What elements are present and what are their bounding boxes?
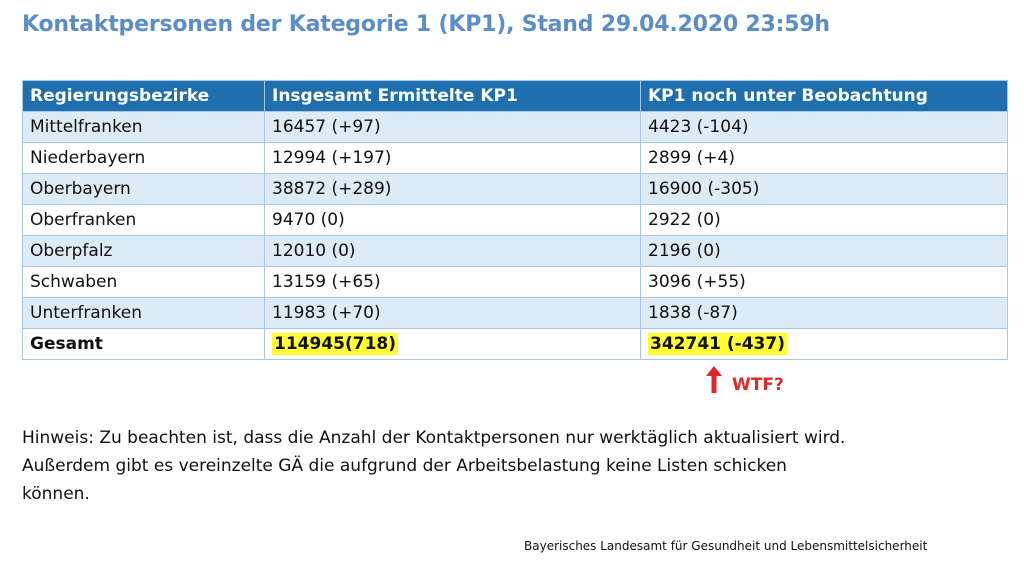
table-row: Mittelfranken 16457 (+97) 4423 (-104)	[22, 111, 1008, 143]
cell-observation: 3096 (+55)	[640, 266, 1008, 298]
table-row: Oberbayern 38872 (+289) 16900 (-305)	[22, 173, 1008, 205]
cell-district: Oberpfalz	[22, 235, 265, 267]
total-cell-total: 114945(718)	[264, 328, 641, 360]
note-paragraph: Hinweis: Zu beachten ist, dass die Anzah…	[22, 424, 982, 508]
table-row: Oberfranken 9470 (0) 2922 (0)	[22, 204, 1008, 236]
cell-district: Unterfranken	[22, 297, 265, 329]
total-cell-observation: 342741 (-437)	[640, 328, 1008, 360]
cell-district: Niederbayern	[22, 142, 265, 174]
highlighted-total-observation: 342741 (-437)	[648, 333, 787, 355]
wtf-annotation: WTF?	[704, 365, 784, 395]
contacts-table: Regierungsbezirke Insgesamt Ermittelte K…	[22, 80, 1008, 360]
cell-district: Oberfranken	[22, 204, 265, 236]
cell-observation: 2899 (+4)	[640, 142, 1008, 174]
source-credit: Bayerisches Landesamt für Gesundheit und…	[524, 539, 928, 553]
cell-observation: 1838 (-87)	[640, 297, 1008, 329]
page-title: Kontaktpersonen der Kategorie 1 (KP1), S…	[22, 12, 830, 37]
table-row: Schwaben 13159 (+65) 3096 (+55)	[22, 266, 1008, 298]
cell-district: Oberbayern	[22, 173, 265, 205]
column-header-district: Regierungsbezirke	[22, 80, 265, 112]
cell-total: 11983 (+70)	[264, 297, 641, 329]
cell-observation: 2922 (0)	[640, 204, 1008, 236]
cell-total: 9470 (0)	[264, 204, 641, 236]
table-total-row: Gesamt 114945(718) 342741 (-437)	[22, 328, 1008, 360]
cell-total: 16457 (+97)	[264, 111, 641, 143]
cell-observation: 2196 (0)	[640, 235, 1008, 267]
cell-observation: 16900 (-305)	[640, 173, 1008, 205]
column-header-total-kp1: Insgesamt Ermittelte KP1	[264, 80, 641, 112]
cell-district: Schwaben	[22, 266, 265, 298]
cell-district: Mittelfranken	[22, 111, 265, 143]
column-header-kp1-observation: KP1 noch unter Beobachtung	[640, 80, 1008, 112]
red-arrow-up-icon	[706, 366, 722, 393]
table-row: Niederbayern 12994 (+197) 2899 (+4)	[22, 142, 1008, 174]
highlighted-total-kp1: 114945(718)	[272, 333, 398, 355]
cell-total: 38872 (+289)	[264, 173, 641, 205]
cell-total: 12010 (0)	[264, 235, 641, 267]
note-line: Hinweis: Zu beachten ist, dass die Anzah…	[22, 428, 846, 448]
cell-total: 12994 (+197)	[264, 142, 641, 174]
total-label: Gesamt	[22, 328, 265, 360]
annotation-text: WTF?	[732, 375, 784, 395]
note-line: können.	[22, 484, 90, 504]
note-line: Außerdem gibt es vereinzelte GÄ die aufg…	[22, 456, 787, 476]
table-row: Unterfranken 11983 (+70) 1838 (-87)	[22, 297, 1008, 329]
cell-observation: 4423 (-104)	[640, 111, 1008, 143]
table-header-row: Regierungsbezirke Insgesamt Ermittelte K…	[22, 80, 1008, 112]
table-row: Oberpfalz 12010 (0) 2196 (0)	[22, 235, 1008, 267]
cell-total: 13159 (+65)	[264, 266, 641, 298]
